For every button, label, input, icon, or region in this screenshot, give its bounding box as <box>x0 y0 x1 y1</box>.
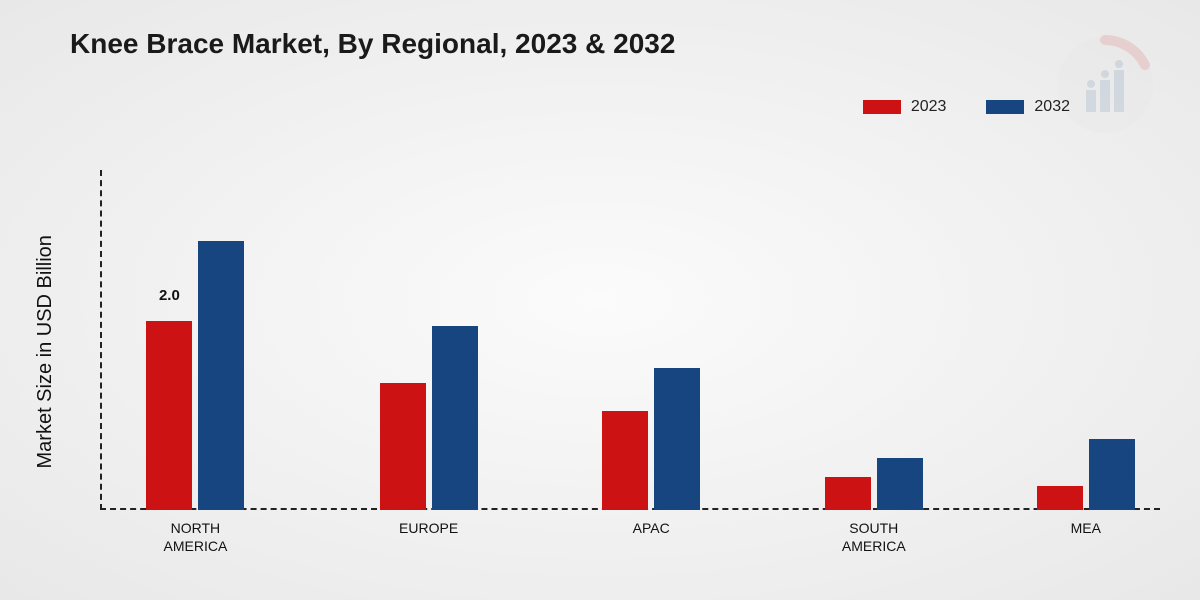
chart-canvas: Knee Brace Market, By Regional, 2023 & 2… <box>0 0 1200 600</box>
watermark-logo-icon <box>1050 30 1160 145</box>
bar-group-mea: MEA <box>1037 439 1135 510</box>
legend-label-2032: 2032 <box>1034 98 1070 116</box>
bar-sa-2023 <box>825 477 871 510</box>
bar-apac-2032 <box>654 368 700 510</box>
chart-title: Knee Brace Market, By Regional, 2023 & 2… <box>70 28 675 60</box>
legend-item-2023: 2023 <box>863 98 947 116</box>
category-label-sa: SOUTH AMERICA <box>842 520 906 555</box>
plot-area: NORTH AMERICA EUROPE APAC SOUTH AMERICA MEA 2… <box>100 170 1160 510</box>
bar-sa-2032 <box>877 458 923 510</box>
bar-group-na: NORTH AMERICA <box>146 241 244 510</box>
bar-group-sa: SOUTH AMERICA <box>825 458 923 510</box>
category-label-eu: EUROPE <box>399 520 458 538</box>
legend-label-2023: 2023 <box>911 98 947 116</box>
bar-eu-2023 <box>380 383 426 511</box>
bar-mea-2032 <box>1089 439 1135 510</box>
bar-group-eu: EUROPE <box>380 326 478 510</box>
legend-swatch-2032 <box>986 100 1024 114</box>
category-label-apac: APAC <box>633 520 670 538</box>
bar-mea-2023 <box>1037 486 1083 510</box>
bar-na-2032 <box>198 241 244 510</box>
value-label-na-2023: 2.0 <box>159 287 180 304</box>
bar-eu-2032 <box>432 326 478 510</box>
bar-na-2023 <box>146 321 192 510</box>
legend-swatch-2023 <box>863 100 901 114</box>
legend-item-2032: 2032 <box>986 98 1070 116</box>
y-axis-label: Market Size in USD Billion <box>34 235 57 468</box>
category-label-mea: MEA <box>1071 520 1101 538</box>
category-label-na: NORTH AMERICA <box>163 520 227 555</box>
y-axis-line <box>100 170 102 510</box>
bar-group-apac: APAC <box>602 368 700 510</box>
legend: 2023 2032 <box>863 98 1070 116</box>
bar-apac-2023 <box>602 411 648 510</box>
